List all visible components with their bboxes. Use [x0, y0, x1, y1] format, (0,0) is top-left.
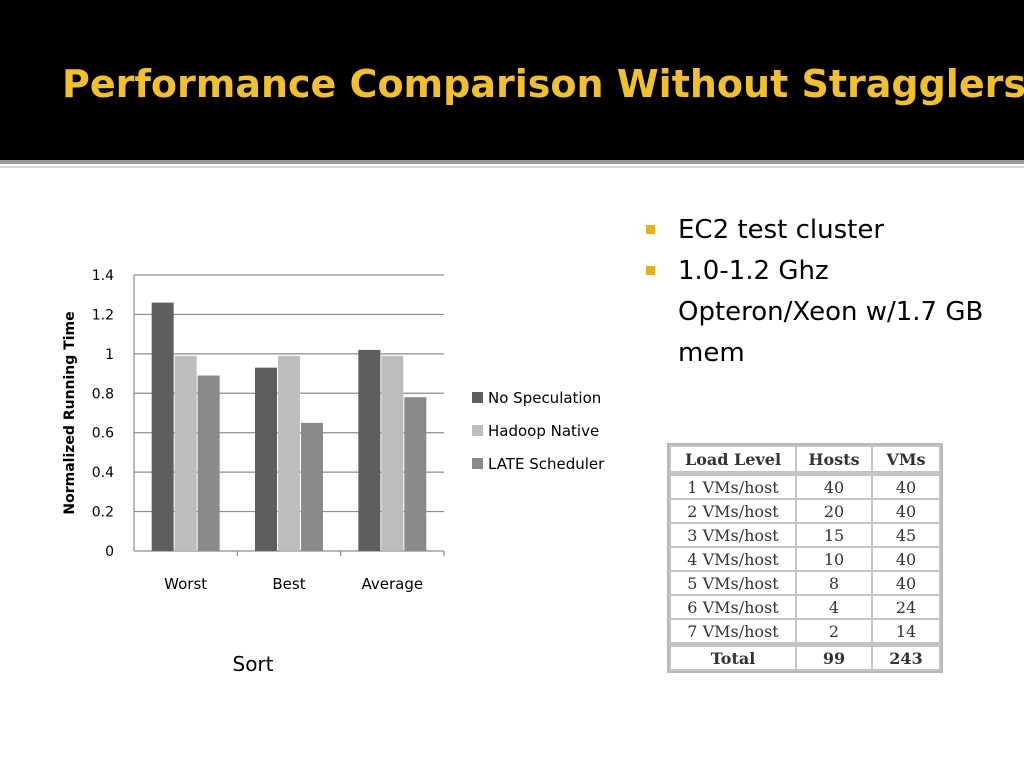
bar: [278, 355, 300, 551]
column-header: Hosts: [795, 445, 873, 475]
table-cell: 5 VMs/host: [669, 570, 797, 596]
y-tick-label: 0: [105, 544, 114, 560]
bar-chart: 0 0.2 0.4 0.6 0.8 1 1.2 1.4 Worst Best Average Norm…: [62, 268, 605, 676]
legend-swatch: [472, 425, 483, 436]
table-row: 1 VMs/host 40 40: [669, 472, 941, 500]
legend-label: No Speculation: [488, 389, 601, 407]
table-cell: 2: [795, 618, 873, 646]
bar: [404, 397, 427, 551]
table-cell: 3 VMs/host: [669, 522, 797, 548]
table-cell: 40: [871, 498, 941, 524]
y-tick-label: 0.2: [92, 505, 114, 521]
table-cell: 40: [871, 546, 941, 572]
slide-header: Performance Comparison Without Straggler…: [0, 0, 1024, 160]
table-row: 7 VMs/host 2 14: [669, 618, 941, 646]
table-row: 3 VMs/host 15 45: [669, 522, 941, 548]
header-divider-light: [0, 166, 1024, 168]
x-tick-label: Average: [362, 575, 424, 593]
table-row: 5 VMs/host 8 40: [669, 570, 941, 596]
table-row: 6 VMs/host 4 24: [669, 594, 941, 620]
table-row: 4 VMs/host 10 40: [669, 546, 941, 572]
square-bullet-icon: [646, 225, 655, 234]
y-tick-label: 0.8: [92, 386, 114, 402]
column-header: Load Level: [669, 445, 797, 475]
table-cell: 40: [871, 570, 941, 596]
bullet-item: 1.0-1.2 Ghz Opteron/Xeon w/1.7 GB mem: [640, 251, 1000, 374]
y-axis-title: Normalized Running Time: [62, 311, 78, 514]
legend-swatch: [472, 458, 483, 469]
table-cell: 10: [795, 546, 873, 572]
bar: [197, 375, 220, 551]
legend-label: LATE Scheduler: [488, 455, 605, 473]
bar: [174, 355, 197, 551]
y-tick-label: 1.4: [92, 268, 114, 284]
table-cell: 2 VMs/host: [669, 498, 797, 524]
table-cell: 8: [795, 570, 873, 596]
bullet-text: EC2 test cluster: [678, 215, 885, 245]
table-header-row: Load Level Hosts VMs: [669, 445, 941, 475]
y-tick-label: 0.4: [92, 465, 114, 481]
bar: [255, 367, 277, 551]
table-cell: 4: [795, 594, 873, 620]
table-cell: 24: [871, 594, 941, 620]
x-tick-label: Worst: [164, 575, 207, 593]
slide-title: Performance Comparison Without Straggler…: [62, 62, 1024, 106]
bullet-list: EC2 test cluster 1.0-1.2 Ghz Opteron/Xeo…: [640, 210, 1000, 374]
table-cell: 243: [871, 642, 941, 671]
column-header: VMs: [871, 445, 941, 475]
table-cell: 40: [795, 472, 873, 500]
table-row: 2 VMs/host 20 40: [669, 498, 941, 524]
chart-caption: Sort: [233, 652, 274, 676]
table-cell: 14: [871, 618, 941, 646]
square-bullet-icon: [646, 266, 655, 275]
header-divider: [0, 160, 1024, 164]
load-level-table: Load Level Hosts VMs 1 VMs/host 40 40 2 …: [667, 443, 943, 673]
legend-swatch: [472, 392, 483, 403]
bullet-item: EC2 test cluster: [640, 210, 1000, 251]
table-cell: 1 VMs/host: [669, 472, 797, 500]
bar: [381, 355, 404, 551]
y-tick-label: 1: [105, 347, 114, 363]
table-cell: 6 VMs/host: [669, 594, 797, 620]
legend-label: Hadoop Native: [488, 422, 599, 440]
bar: [151, 302, 174, 551]
table-total-row: Total 99 243: [669, 642, 941, 671]
table-cell: 99: [795, 642, 873, 671]
table-cell: 20: [795, 498, 873, 524]
y-tick-label: 1.2: [92, 307, 114, 323]
bar: [358, 349, 381, 551]
bullet-text: 1.0-1.2 Ghz Opteron/Xeon w/1.7 GB mem: [678, 256, 984, 368]
bar: [301, 422, 323, 551]
x-tick-label: Best: [272, 575, 305, 593]
table-cell: 15: [795, 522, 873, 548]
table-cell: 4 VMs/host: [669, 546, 797, 572]
table-cell: Total: [669, 642, 797, 671]
y-tick-label: 0.6: [92, 426, 114, 442]
table-cell: 7 VMs/host: [669, 618, 797, 646]
table-cell: 45: [871, 522, 941, 548]
table-cell: 40: [871, 472, 941, 500]
